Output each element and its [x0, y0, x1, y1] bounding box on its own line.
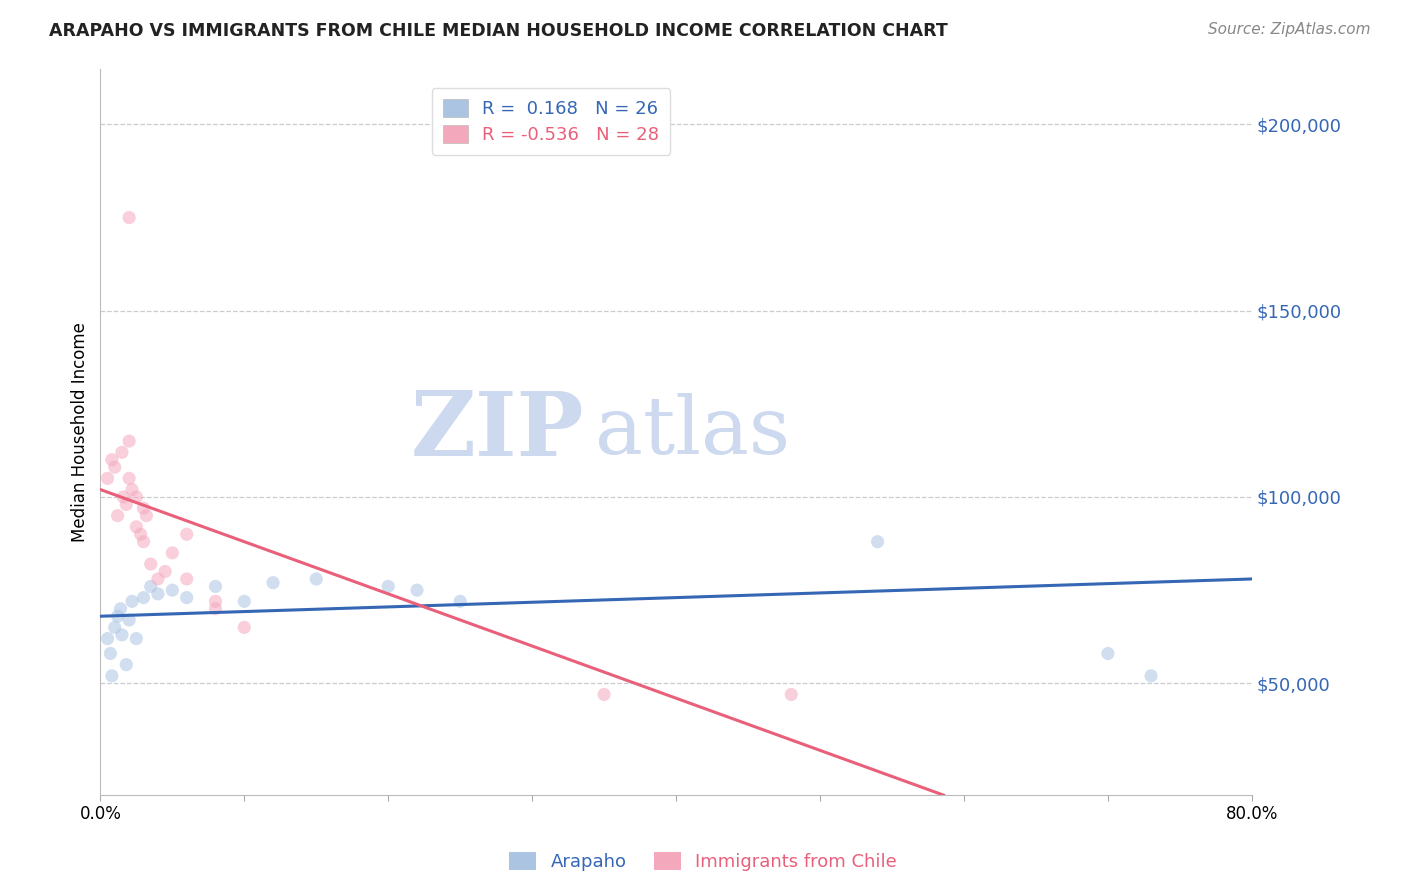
Point [125, 520, 148, 534]
Point [121, 483, 143, 497]
Point [449, 594, 471, 608]
Point [100, 647, 122, 661]
Point [262, 575, 284, 590]
Point [107, 508, 129, 523]
Point [233, 620, 256, 634]
Text: ARAPAHO VS IMMIGRANTS FROM CHILE MEDIAN HOUSEHOLD INCOME CORRELATION CHART: ARAPAHO VS IMMIGRANTS FROM CHILE MEDIAN … [49, 22, 948, 40]
Point [866, 534, 889, 549]
Point [132, 501, 155, 516]
Point [593, 688, 616, 702]
Point [96, 471, 118, 485]
Point [110, 601, 132, 615]
Point [204, 601, 226, 615]
Point [162, 583, 184, 598]
Point [139, 557, 162, 571]
Point [101, 452, 124, 467]
Point [111, 445, 134, 459]
Text: atlas: atlas [596, 392, 790, 471]
Point [233, 594, 256, 608]
Point [1140, 669, 1163, 683]
Point [107, 609, 129, 624]
Point [176, 527, 198, 541]
Point [406, 583, 429, 598]
Point [112, 490, 135, 504]
Point [176, 591, 198, 605]
Point [111, 628, 134, 642]
Point [125, 632, 148, 646]
Point [377, 579, 399, 593]
Point [204, 594, 226, 608]
Y-axis label: Median Household Income: Median Household Income [72, 322, 89, 541]
Point [1097, 647, 1119, 661]
Point [96, 632, 118, 646]
Point [176, 572, 198, 586]
Point [121, 594, 143, 608]
Point [115, 657, 138, 672]
Point [118, 434, 141, 449]
Point [139, 579, 162, 593]
Point [305, 572, 328, 586]
Point [118, 613, 141, 627]
Text: ZIP: ZIP [411, 388, 583, 475]
Point [780, 688, 803, 702]
Text: Source: ZipAtlas.com: Source: ZipAtlas.com [1208, 22, 1371, 37]
Point [132, 534, 155, 549]
Point [125, 490, 148, 504]
Point [135, 508, 157, 523]
Point [118, 471, 141, 485]
Point [162, 546, 184, 560]
Point [146, 587, 169, 601]
Point [104, 460, 127, 475]
Legend: R =  0.168   N = 26, R = -0.536   N = 28: R = 0.168 N = 26, R = -0.536 N = 28 [432, 88, 671, 155]
Legend: Arapaho, Immigrants from Chile: Arapaho, Immigrants from Chile [502, 846, 904, 879]
Point [204, 579, 226, 593]
Point [118, 211, 141, 225]
Point [115, 498, 138, 512]
Point [153, 565, 176, 579]
Point [101, 669, 124, 683]
Point [104, 620, 127, 634]
Point [146, 572, 169, 586]
Point [132, 591, 155, 605]
Point [129, 527, 152, 541]
